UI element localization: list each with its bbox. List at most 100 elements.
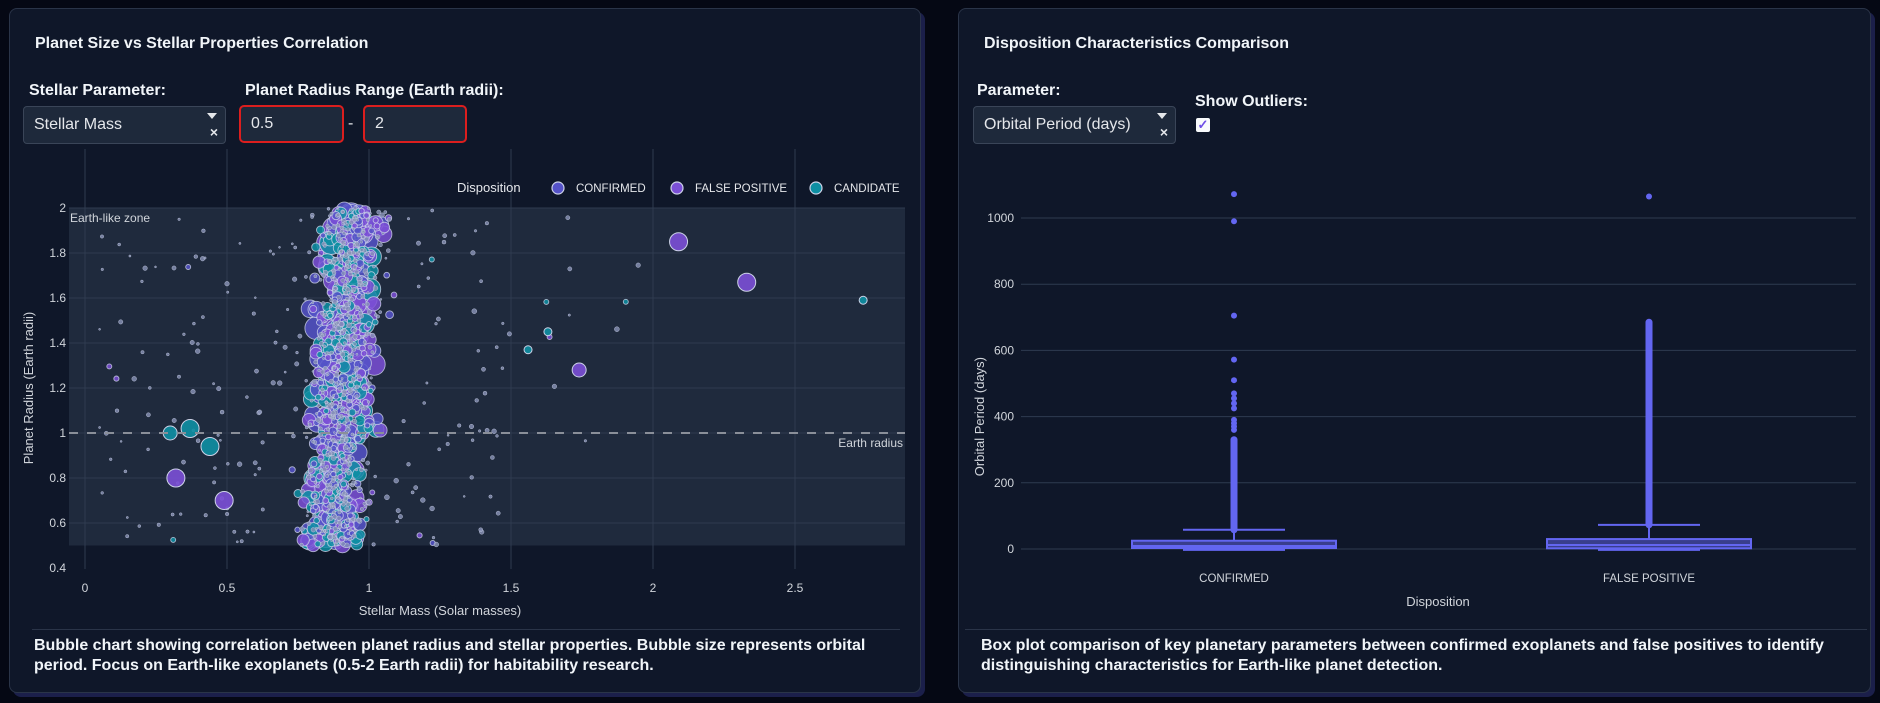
bubble-point — [327, 446, 332, 452]
bubble-point — [349, 380, 353, 384]
bubble-chart[interactable]: 0 0.5 1 1.5 2 2.5 0.4 0.6 0.8 1 1.2 1.4 1.6 1.8 2 Stell… — [10, 9, 922, 629]
bubble-point — [350, 352, 355, 357]
bubble-point — [356, 318, 362, 323]
bubble-point — [426, 276, 431, 280]
bubble-point — [311, 370, 315, 373]
y-axis-title: Planet Radius (Earth radii) — [21, 312, 36, 464]
bubble-point — [352, 315, 358, 320]
bubble-point — [142, 265, 148, 271]
bubble-point — [203, 256, 207, 260]
bubble-point — [170, 512, 175, 517]
bubble-point — [362, 501, 367, 506]
bubble-point — [358, 311, 363, 316]
bubble-point — [351, 227, 356, 231]
bubble-point — [195, 348, 201, 354]
bubble-point — [216, 433, 220, 437]
x-tick-label: 2.5 — [787, 581, 804, 595]
bubble-point — [283, 370, 287, 374]
bubble-point — [327, 534, 333, 540]
bubble-point — [260, 507, 265, 512]
bubble-point — [293, 406, 299, 412]
bubble-point — [340, 377, 344, 380]
bubble-point — [312, 534, 318, 539]
bubble-point — [343, 410, 347, 415]
bubble-point — [367, 387, 374, 394]
chart-description: Box plot comparison of key planetary par… — [981, 637, 1824, 674]
bubble-point — [484, 427, 490, 433]
bubble-point — [336, 515, 342, 521]
bubble-point — [353, 206, 358, 211]
radius-min-input[interactable] — [239, 105, 344, 143]
legend-marker — [551, 181, 565, 195]
bubble-point — [446, 434, 450, 437]
bubble-point — [235, 540, 239, 544]
bubble-point — [340, 237, 343, 241]
bubble-point — [212, 480, 217, 485]
bubble-point — [336, 439, 340, 443]
bubble-point — [185, 264, 192, 270]
y-tick-label: 1.6 — [49, 291, 66, 305]
bubble-points — [98, 201, 868, 554]
box-plot-chart[interactable]: 0 200 400 600 800 1000 Orbital Period (days) Di… — [959, 9, 1872, 629]
bubble-point — [335, 282, 339, 286]
bubble-point — [501, 321, 505, 325]
bubble-point — [416, 284, 421, 289]
bubble-point — [166, 468, 186, 488]
bubble-point — [317, 253, 321, 258]
bubble-point — [334, 521, 338, 525]
bubble-point — [336, 212, 341, 217]
bubble-point — [343, 242, 347, 245]
bubble-point — [346, 410, 350, 415]
bubble-point — [343, 220, 348, 225]
bubble-point — [348, 269, 352, 274]
bubble-point — [319, 526, 323, 530]
bubble-point — [340, 278, 346, 283]
bubble-point — [343, 444, 349, 450]
chevron-down-icon[interactable] — [207, 113, 217, 119]
bubble-point — [571, 362, 587, 378]
parameter-dropdown[interactable]: Orbital Period (days) × — [973, 106, 1176, 144]
bubble-point — [378, 221, 391, 234]
bubble-point — [452, 233, 457, 237]
chevron-down-icon[interactable] — [1157, 113, 1167, 119]
bubble-point — [352, 273, 357, 278]
bubble-point — [196, 342, 200, 346]
bubble-point — [359, 240, 364, 244]
chart-description: Bubble chart showing correlation between… — [34, 637, 866, 674]
show-outliers-checkbox[interactable]: ✓ — [1196, 118, 1210, 132]
bubble-point — [397, 514, 403, 520]
bubble-point — [390, 291, 398, 299]
bubble-point — [347, 257, 352, 262]
bubble-point — [420, 262, 424, 266]
radius-max-input[interactable] — [363, 105, 467, 143]
clear-icon[interactable]: × — [1159, 124, 1168, 140]
bubble-point — [294, 526, 301, 533]
radius-range-label: Planet Radius Range (Earth radii): — [245, 82, 504, 99]
bubble-point — [219, 438, 222, 442]
bubble-point — [457, 423, 462, 428]
stellar-parameter-dropdown[interactable]: Stellar Mass × — [23, 106, 226, 144]
bubble-point — [386, 216, 392, 222]
bubble-point — [354, 482, 358, 485]
bubble-point — [339, 413, 344, 418]
bubble-point — [337, 479, 341, 483]
bubble-point — [352, 418, 358, 424]
bubble-point — [334, 496, 338, 500]
clear-icon[interactable]: × — [209, 124, 218, 140]
bubble-point — [312, 513, 317, 518]
bubble-point — [327, 471, 331, 476]
bubble-point — [356, 232, 362, 238]
bubble-point — [347, 314, 351, 318]
bubble-point — [329, 211, 334, 216]
bubble-point — [308, 503, 312, 507]
bubble-point — [543, 298, 550, 305]
bubble-point — [333, 372, 340, 378]
bubble-point — [337, 359, 341, 363]
bubble-point — [338, 314, 343, 319]
bubble-point — [346, 322, 352, 329]
bubble-point — [313, 480, 317, 485]
bubble-point — [372, 264, 376, 269]
bubble-point — [128, 254, 132, 258]
bubble-point — [106, 363, 113, 370]
bubble-point — [260, 440, 265, 445]
